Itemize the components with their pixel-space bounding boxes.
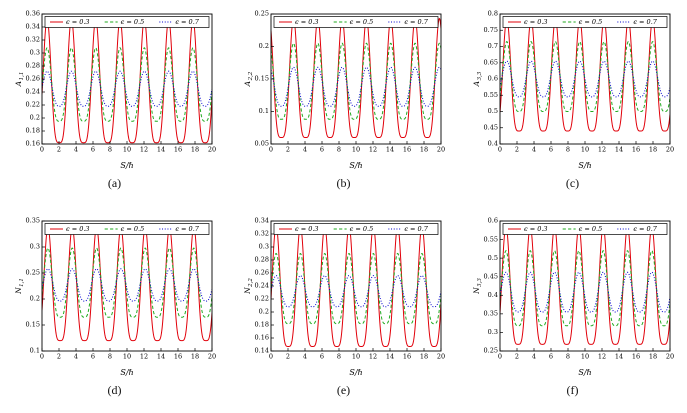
chart-panel-d: (d) [0, 207, 229, 413]
chart-panel-b: (b) [229, 0, 458, 207]
chart-panel-a: (a) [0, 0, 229, 207]
chart-canvas-c [468, 7, 677, 173]
chart-panel-c: (c) [458, 0, 687, 207]
chart-canvas-e [239, 213, 448, 380]
chart-panel-f: (f) [458, 207, 687, 413]
chart-caption-b: (b) [336, 176, 351, 190]
chart-panel-e: (e) [229, 207, 458, 413]
chart-caption-a: (a) [107, 176, 122, 190]
chart-canvas-b [239, 7, 448, 173]
chart-canvas-d [10, 213, 219, 380]
chart-caption-f: (f) [566, 382, 579, 397]
chart-canvas-a [10, 7, 219, 173]
chart-caption-d: (d) [107, 382, 122, 397]
chart-caption-e: (e) [336, 382, 351, 397]
chart-canvas-f [468, 213, 677, 380]
chart-caption-c: (c) [565, 176, 580, 190]
